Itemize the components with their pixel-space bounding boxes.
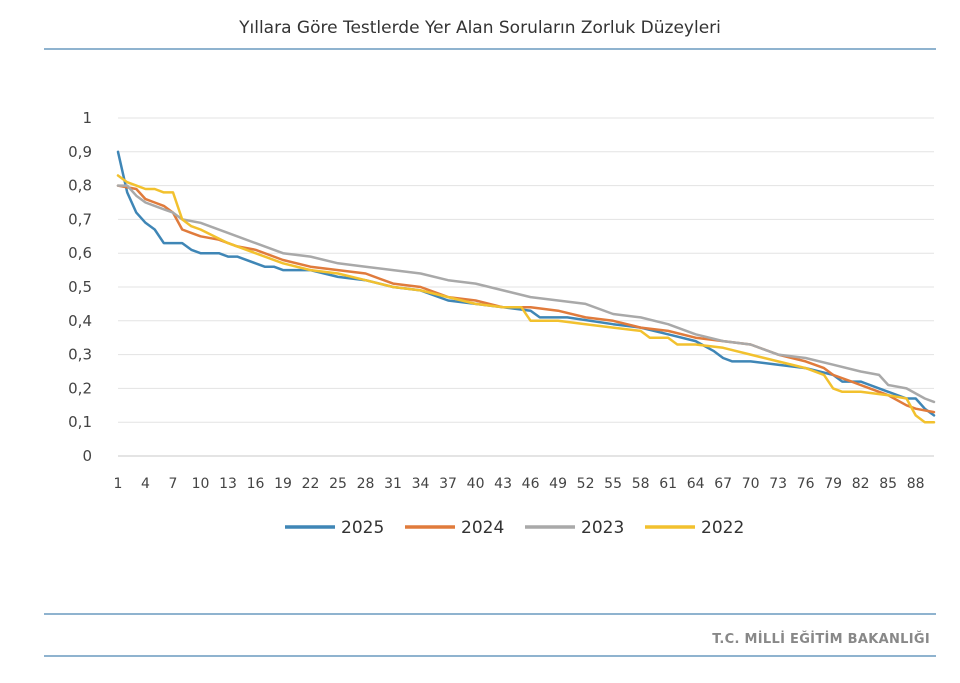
top-divider [44,48,936,50]
x-tick-label: 10 [192,476,210,492]
y-tick-label: 1 [82,109,92,127]
y-tick-label: 0,1 [68,413,92,431]
legend-label-2023: 2023 [581,518,624,538]
y-tick-label: 0,4 [68,312,92,330]
ministry-footer-label: T.C. MİLLİ EĞİTİM BAKANLIĞI [712,632,930,647]
y-tick-label: 0,3 [68,346,92,364]
x-tick-label: 19 [274,476,292,492]
x-tick-label: 67 [714,476,732,492]
x-tick-label: 46 [522,476,540,492]
x-tick-label: 49 [549,476,567,492]
x-tick-label: 76 [797,476,815,492]
y-tick-label: 0,9 [68,143,92,161]
x-tick-label: 1 [114,476,123,492]
y-tick-label: 0,8 [68,177,92,195]
x-tick-label: 73 [769,476,787,492]
x-tick-label: 52 [577,476,595,492]
legend-label-2022: 2022 [701,518,744,538]
y-tick-label: 0,6 [68,244,92,262]
legend-label-2024: 2024 [461,518,504,538]
x-tick-label: 82 [852,476,870,492]
x-tick-label: 64 [687,476,705,492]
x-tick-label: 40 [467,476,485,492]
x-tick-label: 34 [412,476,430,492]
series-line-2022 [116,174,936,424]
footer-divider-bottom [44,655,936,657]
x-tick-label: 55 [604,476,622,492]
x-tick-label: 4 [141,476,150,492]
x-tick-label: 16 [247,476,265,492]
x-tick-label: 28 [357,476,375,492]
legend-label-2025: 2025 [341,518,384,538]
y-tick-label: 0,5 [68,278,92,296]
x-tick-label: 70 [742,476,760,492]
x-tick-label: 7 [169,476,178,492]
series-line-2024 [116,184,936,414]
x-tick-label: 88 [907,476,925,492]
y-tick-label: 0,7 [68,210,92,228]
x-tick-label: 31 [384,476,402,492]
x-tick-label: 85 [879,476,897,492]
x-tick-label: 22 [302,476,320,492]
x-tick-label: 58 [632,476,650,492]
y-tick-label: 0 [82,447,92,465]
series-line-2025 [116,150,936,417]
x-tick-label: 37 [439,476,457,492]
x-tick-label: 61 [659,476,677,492]
x-tick-label: 13 [219,476,237,492]
footer-divider-top [44,613,936,615]
x-tick-label: 43 [494,476,512,492]
x-tick-label: 79 [824,476,842,492]
x-tick-label: 25 [329,476,347,492]
chart-title: Yıllara Göre Testlerde Yer Alan Soruları… [239,18,721,38]
y-tick-label: 0,2 [68,379,92,397]
series-line-2023 [116,184,936,404]
